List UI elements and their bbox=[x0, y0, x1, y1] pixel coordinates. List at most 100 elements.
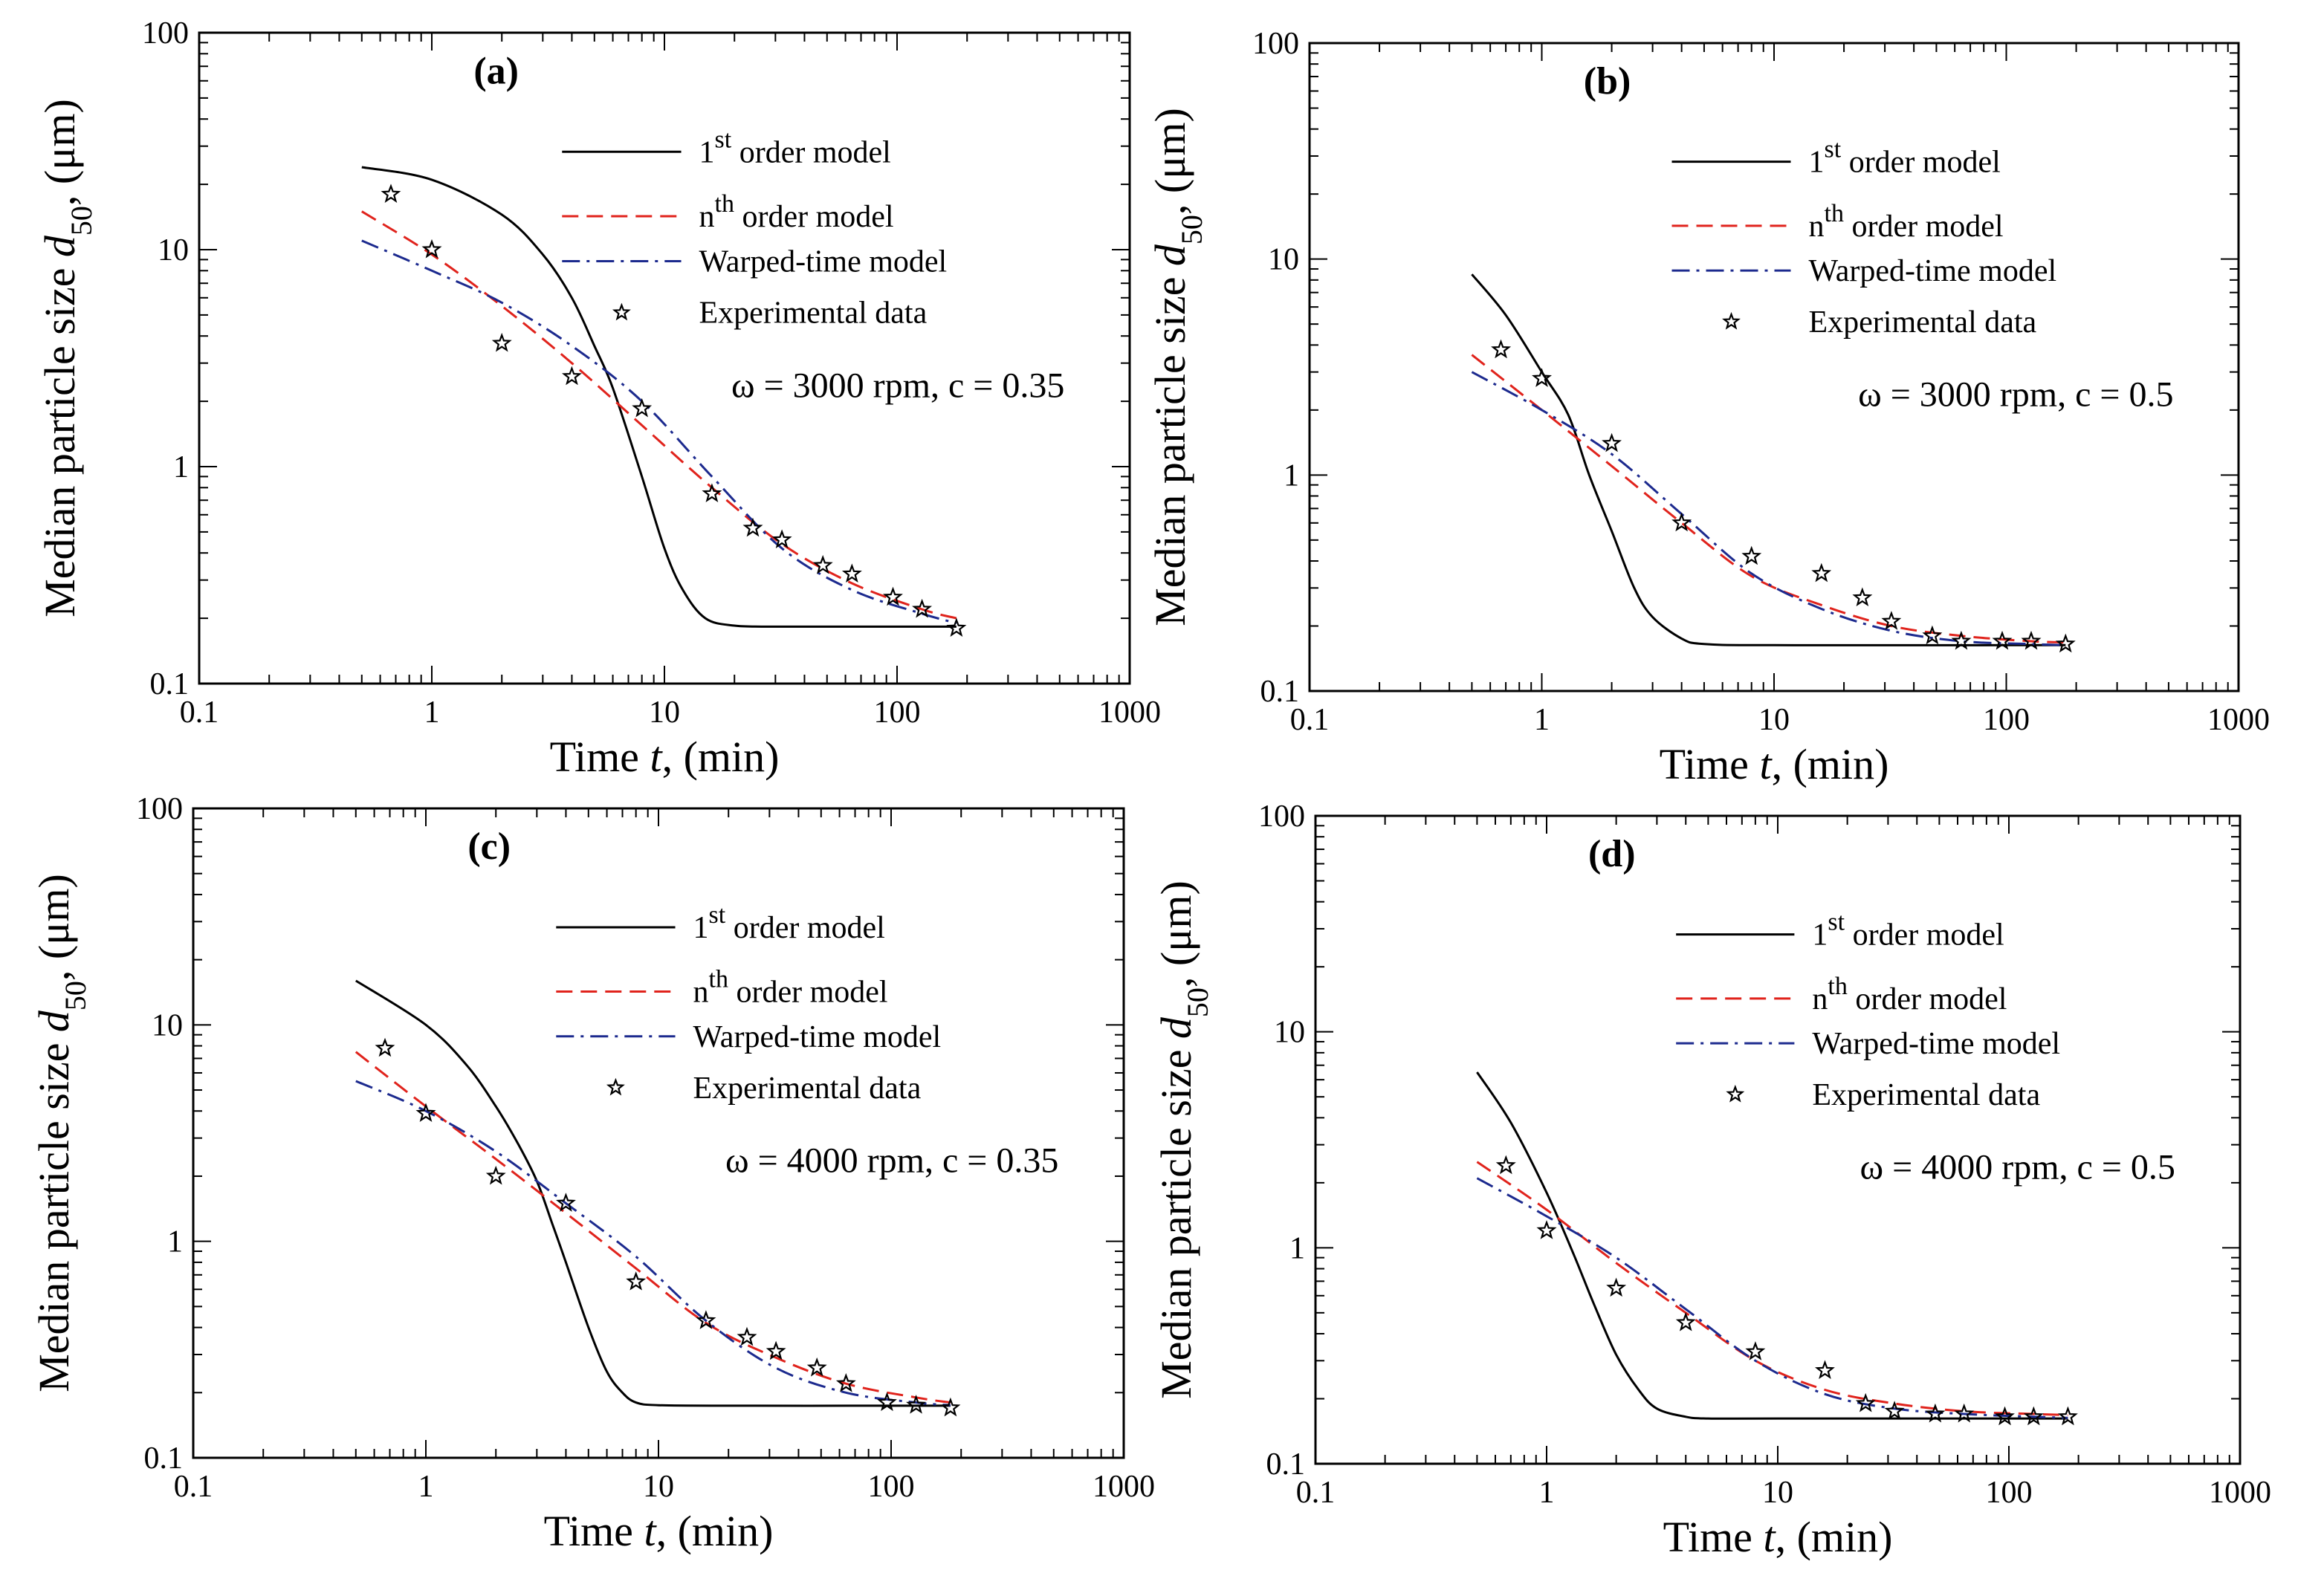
y-tick-label: 10 bbox=[1268, 243, 1299, 277]
x-tick-label: 100 bbox=[868, 1470, 915, 1504]
plot-frame bbox=[1314, 814, 2242, 1465]
experimental-point bbox=[1741, 545, 1762, 565]
experimental-point bbox=[421, 239, 442, 259]
legend-first-order: 1st order model bbox=[693, 901, 885, 945]
warped-time-model-line bbox=[1476, 1177, 2068, 1419]
y-axis-label: Median particle size d50, (μm) bbox=[36, 99, 98, 617]
series-group bbox=[355, 979, 961, 1417]
y-tick-label: 0.1 bbox=[144, 1441, 184, 1476]
experimental-point bbox=[1675, 1311, 1696, 1331]
x-tick-label: 100 bbox=[1983, 703, 2030, 737]
x-tick-label: 10 bbox=[643, 1470, 674, 1504]
experimental-point bbox=[1532, 368, 1552, 387]
experimental-point bbox=[1852, 587, 1873, 607]
chart-panel-1: 0.1 1 10 100 1000 0.1 1 10 100 Time t, (min) Media… bbox=[36, 16, 1161, 781]
experimental-point bbox=[946, 617, 967, 637]
experimental-point bbox=[561, 366, 582, 386]
experimental-point bbox=[1922, 625, 1943, 645]
condition-annotation: ω = 3000 rpm, c = 0.5 bbox=[1858, 374, 2173, 414]
experimental-point bbox=[1606, 1277, 1627, 1297]
legend-experimental: Experimental data bbox=[1809, 305, 2037, 340]
legend-nth-order: nth order model bbox=[693, 965, 888, 1009]
experimental-point bbox=[2021, 630, 2042, 650]
experimental-point bbox=[491, 332, 512, 352]
panel-tag: (b) bbox=[1584, 60, 1631, 103]
legend-warped-time: Warped-time model bbox=[693, 1020, 942, 1054]
legend-marker bbox=[1726, 1084, 1745, 1103]
y-axis-label: Median particle size d50, (μm) bbox=[1146, 108, 1208, 626]
experimental-point bbox=[485, 1165, 506, 1185]
y-tick-label: 10 bbox=[158, 233, 189, 267]
x-tick-label: 1000 bbox=[1098, 695, 1161, 730]
panel-tag: (d) bbox=[1588, 833, 1636, 875]
x-tick-label: 1000 bbox=[2207, 703, 2270, 737]
nth-order-model-line bbox=[1471, 354, 2066, 643]
x-tick-label: 1000 bbox=[1093, 1470, 1155, 1504]
legend-nth-order: nth order model bbox=[1812, 973, 2007, 1016]
warped-time-model-line bbox=[1471, 371, 2066, 646]
experimental-point bbox=[882, 586, 903, 606]
experimental-point bbox=[632, 398, 653, 418]
experimental-point bbox=[906, 1395, 927, 1414]
experimental-point bbox=[2023, 1406, 2044, 1426]
warped-time-model-line bbox=[355, 1080, 951, 1407]
experimental-point bbox=[1811, 562, 1832, 583]
series-group bbox=[361, 166, 967, 637]
legend-marker bbox=[606, 1077, 625, 1096]
series-group bbox=[1471, 273, 2076, 653]
y-tick-label: 100 bbox=[1252, 27, 1299, 61]
x-tick-label: 0.1 bbox=[1290, 703, 1330, 737]
x-axis-label: Time t, (min) bbox=[1663, 1513, 1893, 1561]
legend-warped-time: Warped-time model bbox=[1812, 1027, 2060, 1061]
experimental-point bbox=[415, 1103, 436, 1122]
panel-tag: (c) bbox=[467, 825, 511, 868]
legend-first-order: 1st order model bbox=[1809, 136, 2001, 180]
x-tick-label: 1000 bbox=[2209, 1476, 2271, 1510]
experimental-point bbox=[381, 184, 401, 203]
x-tick-label: 1 bbox=[1539, 1476, 1555, 1510]
legend: 1st order model nth order model Warped-tim… bbox=[556, 901, 941, 1106]
series-group bbox=[1476, 1071, 2078, 1426]
x-tick-label: 0.1 bbox=[180, 695, 219, 730]
condition-annotation: ω = 4000 rpm, c = 0.35 bbox=[725, 1141, 1058, 1180]
x-tick-label: 0.1 bbox=[174, 1470, 213, 1504]
y-tick-label: 0.1 bbox=[1260, 675, 1300, 709]
legend-experimental: Experimental data bbox=[693, 1071, 922, 1106]
first-order-model-line bbox=[1476, 1071, 2068, 1420]
experimental-point bbox=[626, 1271, 647, 1291]
x-tick-label: 100 bbox=[1986, 1476, 2033, 1510]
x-tick-label: 1 bbox=[418, 1470, 434, 1504]
first-order-model-line bbox=[355, 979, 951, 1407]
legend-nth-order: nth order model bbox=[699, 190, 894, 234]
experimental-point bbox=[375, 1037, 395, 1057]
y-tick-label: 1 bbox=[1284, 458, 1299, 493]
legend-marker bbox=[1722, 311, 1741, 330]
first-order-model-line bbox=[361, 166, 957, 628]
y-tick-label: 10 bbox=[1274, 1016, 1305, 1050]
plot-frame bbox=[198, 31, 1131, 685]
warped-time-model-line bbox=[361, 239, 957, 625]
condition-annotation: ω = 3000 rpm, c = 0.35 bbox=[731, 366, 1064, 406]
y-axis-label: Median particle size d50, (μm) bbox=[30, 874, 92, 1392]
y-tick-label: 1 bbox=[167, 1225, 183, 1259]
x-tick-label: 0.1 bbox=[1296, 1476, 1336, 1510]
experimental-point bbox=[841, 563, 862, 583]
experimental-point bbox=[812, 554, 833, 574]
experimental-point bbox=[1491, 339, 1512, 359]
plot-frame bbox=[1308, 42, 2240, 692]
experimental-point bbox=[835, 1373, 856, 1392]
x-tick-label: 1 bbox=[424, 695, 440, 730]
y-tick-label: 0.1 bbox=[150, 667, 190, 701]
y-tick-label: 0.1 bbox=[1266, 1447, 1306, 1482]
experimental-point bbox=[877, 1392, 897, 1412]
x-axis-label: Time t, (min) bbox=[544, 1507, 774, 1555]
y-tick-label: 100 bbox=[142, 16, 189, 51]
legend: 1st order model nth order model Warped-tim… bbox=[1676, 909, 2060, 1112]
x-tick-label: 1 bbox=[1534, 703, 1550, 737]
experimental-point bbox=[2057, 1406, 2078, 1426]
legend-experimental: Experimental data bbox=[1812, 1078, 2040, 1112]
x-tick-label: 10 bbox=[1762, 1476, 1793, 1510]
chart-panel-2: 0.1 1 10 100 1000 0.1 1 10 100 Time t, (min) Media… bbox=[1146, 27, 2270, 788]
x-axis-label: Time t, (min) bbox=[550, 733, 780, 781]
